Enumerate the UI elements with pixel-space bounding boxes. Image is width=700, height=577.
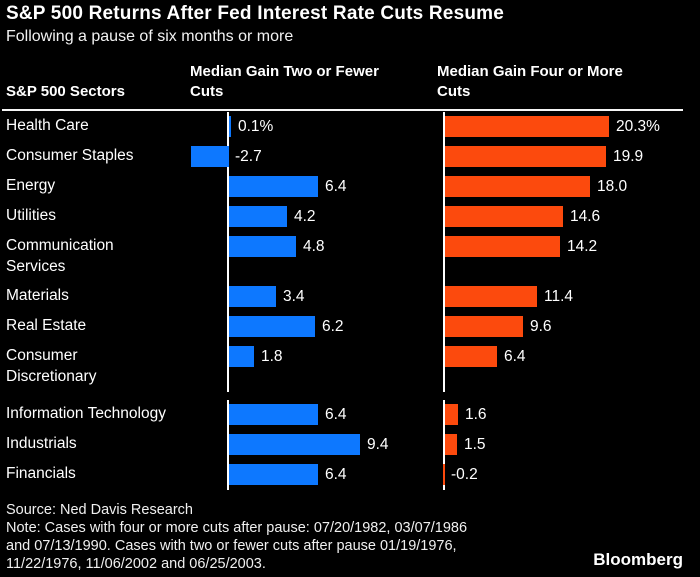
sector-label: Consumer Discretionary bbox=[6, 347, 97, 385]
bar-two-or-fewer-cuts bbox=[229, 434, 360, 455]
baseline-tick bbox=[443, 400, 445, 430]
sector-label: Industrials bbox=[6, 435, 77, 452]
baseline-tick bbox=[443, 202, 445, 232]
chart-row: Consumer Discretionary 1.8 6.4 bbox=[0, 342, 700, 392]
value-label: 6.4 bbox=[325, 178, 347, 195]
bar-two-or-fewer-cuts bbox=[191, 146, 229, 167]
column-header-two-or-fewer-cuts: Median Gain Two or Fewer Cuts bbox=[190, 63, 379, 100]
baseline-tick bbox=[227, 232, 229, 282]
sector-label: Energy bbox=[6, 177, 56, 194]
bar-four-or-more-cuts bbox=[445, 146, 606, 167]
bar-two-or-fewer-cuts bbox=[229, 206, 287, 227]
bloomberg-logo: Bloomberg bbox=[593, 550, 683, 569]
baseline-tick bbox=[227, 282, 229, 312]
baseline-tick bbox=[443, 172, 445, 202]
baseline-tick bbox=[443, 430, 445, 460]
bar-four-or-more-cuts bbox=[445, 404, 458, 425]
value-label: 6.4 bbox=[325, 466, 347, 483]
baseline-tick bbox=[443, 232, 445, 282]
bar-two-or-fewer-cuts bbox=[229, 116, 231, 137]
value-label: -0.2 bbox=[451, 466, 478, 483]
value-label: 3.4 bbox=[283, 288, 305, 305]
value-label: 4.8 bbox=[303, 238, 325, 255]
value-label: 11.4 bbox=[544, 288, 574, 305]
baseline-tick bbox=[227, 430, 229, 460]
baseline-tick bbox=[227, 400, 229, 430]
baseline-tick bbox=[227, 112, 229, 142]
chart-row: Health Care 0.1% 20.3% bbox=[0, 112, 700, 142]
value-label: 14.6 bbox=[570, 208, 601, 225]
chart-subtitle: Following a pause of six months or more bbox=[6, 28, 294, 45]
value-label: 0.1% bbox=[238, 118, 274, 135]
source-note: Source: Ned Davis Research Note: Cases w… bbox=[6, 502, 468, 572]
bar-chart-rows: Health Care 0.1% 20.3% Consumer Staples -2.7… bbox=[0, 112, 700, 490]
bar-two-or-fewer-cuts bbox=[229, 316, 315, 337]
bar-four-or-more-cuts bbox=[445, 346, 497, 367]
sector-label: Consumer Staples bbox=[6, 147, 134, 164]
value-label: 19.9 bbox=[613, 148, 644, 165]
sector-label: Communication Services bbox=[6, 237, 114, 275]
baseline-tick bbox=[443, 342, 445, 392]
baseline-tick bbox=[227, 460, 229, 490]
chart-row: Real Estate 6.2 9.6 bbox=[0, 312, 700, 342]
value-label: 20.3% bbox=[616, 118, 660, 135]
column-header-sectors: S&P 500 Sectors bbox=[6, 83, 125, 100]
chart-row: Utilities 4.2 14.6 bbox=[0, 202, 700, 232]
chart-row: Information Technology 6.4 1.6 bbox=[0, 400, 700, 430]
value-label: 1.6 bbox=[465, 406, 487, 423]
bar-four-or-more-cuts bbox=[445, 176, 590, 197]
value-label: 1.8 bbox=[261, 348, 283, 365]
value-label: 6.4 bbox=[325, 406, 347, 423]
value-label: 18.0 bbox=[597, 178, 628, 195]
chart-row: Financials 6.4 -0.2 bbox=[0, 460, 700, 490]
value-label: 6.2 bbox=[322, 318, 344, 335]
value-label: 9.6 bbox=[530, 318, 552, 335]
bar-two-or-fewer-cuts bbox=[229, 286, 276, 307]
value-label: 4.2 bbox=[294, 208, 316, 225]
value-label: 14.2 bbox=[567, 238, 598, 255]
bar-four-or-more-cuts bbox=[445, 206, 563, 227]
bar-two-or-fewer-cuts bbox=[229, 236, 296, 257]
bar-two-or-fewer-cuts bbox=[229, 404, 318, 425]
baseline-tick bbox=[227, 312, 229, 342]
bar-four-or-more-cuts bbox=[445, 116, 609, 137]
bar-four-or-more-cuts bbox=[443, 464, 445, 485]
value-label: -2.7 bbox=[235, 148, 262, 165]
header-separator-line bbox=[2, 109, 683, 111]
sector-label: Information Technology bbox=[6, 405, 166, 422]
baseline-tick bbox=[443, 312, 445, 342]
sector-label: Utilities bbox=[6, 207, 56, 224]
bar-four-or-more-cuts bbox=[445, 434, 457, 455]
bar-four-or-more-cuts bbox=[445, 286, 537, 307]
chart-row: Materials 3.4 11.4 bbox=[0, 282, 700, 312]
bar-four-or-more-cuts bbox=[445, 316, 523, 337]
column-header-four-or-more-cuts: Median Gain Four or More Cuts bbox=[437, 63, 623, 100]
baseline-tick bbox=[443, 112, 445, 142]
baseline-tick bbox=[227, 172, 229, 202]
bar-two-or-fewer-cuts bbox=[229, 464, 318, 485]
baseline-tick bbox=[227, 202, 229, 232]
chart-row: Communication Services 4.8 14.2 bbox=[0, 232, 700, 282]
chart-row: Energy 6.4 18.0 bbox=[0, 172, 700, 202]
baseline-tick bbox=[443, 282, 445, 312]
sector-label: Materials bbox=[6, 287, 69, 304]
sector-label: Health Care bbox=[6, 117, 89, 134]
value-label: 6.4 bbox=[504, 348, 526, 365]
chart-row: Industrials 9.4 1.5 bbox=[0, 430, 700, 460]
sector-label: Real Estate bbox=[6, 317, 87, 334]
chart-title: S&P 500 Returns After Fed Interest Rate … bbox=[6, 3, 505, 24]
bar-two-or-fewer-cuts bbox=[229, 176, 318, 197]
chart-row: Consumer Staples -2.7 19.9 bbox=[0, 142, 700, 172]
bar-four-or-more-cuts bbox=[445, 236, 560, 257]
value-label: 1.5 bbox=[464, 436, 486, 453]
baseline-tick bbox=[443, 142, 445, 172]
bar-two-or-fewer-cuts bbox=[229, 346, 254, 367]
value-label: 9.4 bbox=[367, 436, 389, 453]
baseline-tick bbox=[227, 342, 229, 392]
sector-label: Financials bbox=[6, 465, 76, 482]
